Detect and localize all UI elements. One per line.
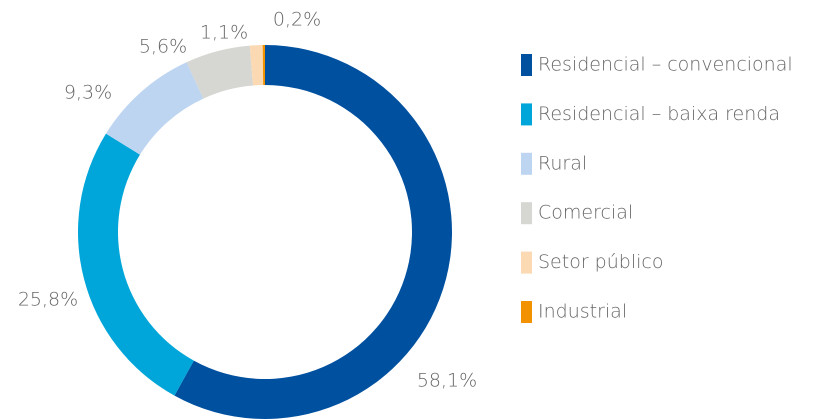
donut-slice xyxy=(262,45,265,86)
legend-label: Setor público xyxy=(538,251,663,273)
legend-swatch xyxy=(521,54,532,76)
donut-slice xyxy=(77,133,194,396)
donut-slice xyxy=(105,62,204,155)
donut-slice xyxy=(186,45,254,99)
legend-swatch xyxy=(521,202,532,225)
data-label: 5,6% xyxy=(139,36,187,58)
legend-swatch xyxy=(521,251,532,274)
data-label: 58,1% xyxy=(417,370,477,392)
data-label: 1,1% xyxy=(200,22,248,44)
legend-swatch xyxy=(521,103,532,126)
donut-slice xyxy=(249,45,264,86)
donut-slice xyxy=(174,45,453,419)
legend-label: Comercial xyxy=(538,202,633,224)
legend-label: Rural xyxy=(538,152,587,174)
legend-swatch xyxy=(521,152,532,175)
data-label: 9,3% xyxy=(64,82,112,104)
legend-label: Residencial – convencional xyxy=(538,54,793,76)
legend-swatch xyxy=(521,301,532,323)
legend-label: Residencial – baixa renda xyxy=(538,103,780,125)
legend-label: Industrial xyxy=(538,301,627,323)
data-label: 25,8% xyxy=(18,289,78,311)
data-label: 0,2% xyxy=(273,9,321,31)
